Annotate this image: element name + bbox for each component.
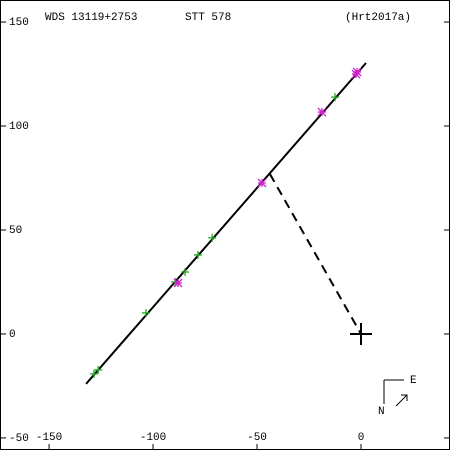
- y-tick-label: 100: [9, 121, 29, 133]
- point: [89, 369, 98, 378]
- orbit-line: [85, 62, 367, 385]
- chart-subtitle: STT 578: [185, 12, 231, 24]
- compass: [383, 379, 408, 407]
- point: [193, 250, 202, 259]
- x-tick-label: 0: [358, 432, 365, 444]
- point: [331, 93, 340, 102]
- x-tick-label: -50: [247, 432, 267, 444]
- chart-title: WDS 13119+2753: [45, 12, 137, 24]
- y-tick-label: 50: [9, 225, 22, 237]
- compass-east-label: E: [410, 375, 417, 387]
- point: [351, 69, 361, 79]
- y-tick-label: 150: [9, 17, 29, 29]
- reference: (Hrt2017a): [345, 12, 411, 24]
- point: [208, 233, 217, 242]
- y-tick-label: 0: [9, 329, 16, 341]
- compass-arrowhead: [401, 394, 408, 401]
- node-line: [269, 173, 362, 335]
- compass-north-label: N: [378, 406, 385, 418]
- point: [352, 67, 362, 77]
- point: [181, 267, 190, 276]
- point: [94, 365, 103, 374]
- point: [141, 308, 150, 317]
- y-tick-label: -50: [9, 433, 29, 445]
- point: [349, 322, 372, 345]
- compass-arrow: [395, 394, 408, 407]
- x-tick-label: -100: [140, 432, 166, 444]
- point: [173, 278, 183, 288]
- x-tick-label: -150: [36, 432, 62, 444]
- point: [317, 107, 327, 117]
- point: [257, 178, 267, 188]
